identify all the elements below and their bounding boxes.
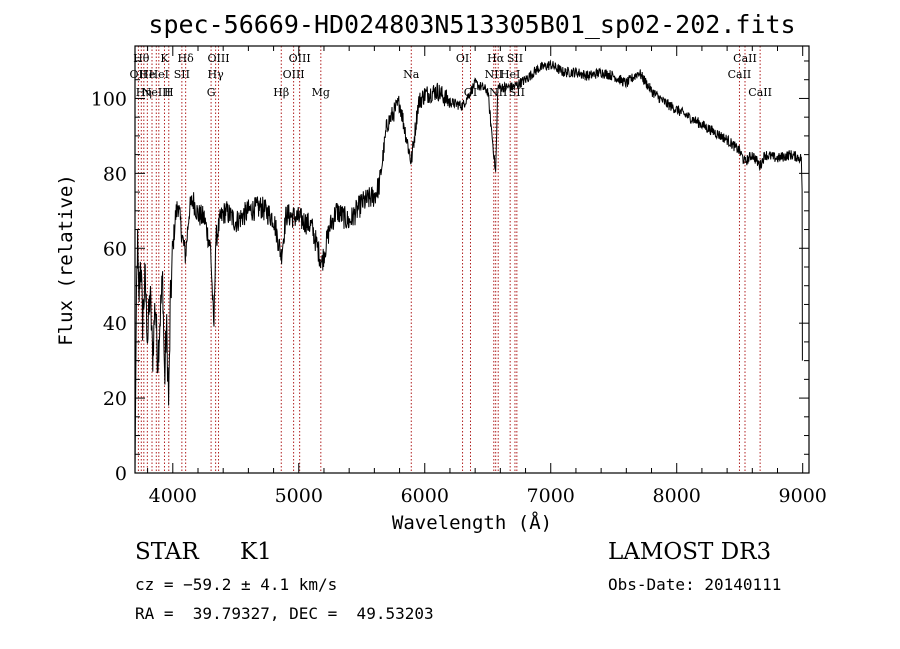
plot-frame: [134, 45, 810, 474]
line-label: CaII: [728, 68, 752, 81]
line-label: CaII: [733, 52, 757, 65]
line-label: Hη: [136, 86, 152, 99]
line-label: Na: [403, 68, 420, 81]
x-tick-label: 4000: [149, 485, 197, 507]
line-label: Hδ: [178, 52, 195, 65]
line-label: HeI: [149, 68, 169, 81]
line-label: SII: [509, 86, 525, 99]
obs-date: Obs-Date: 20140111: [608, 575, 782, 594]
x-tick-label: 6000: [401, 485, 449, 507]
y-tick-label: 80: [103, 163, 127, 185]
y-tick-label: 0: [115, 463, 127, 485]
line-label: NII: [485, 68, 503, 81]
survey-label: LAMOST DR3: [608, 539, 772, 565]
line-label: CaII: [748, 86, 772, 99]
line-label: Hα: [487, 52, 505, 65]
y-tick-label: 100: [91, 88, 127, 110]
line-label: Hγ: [208, 68, 225, 81]
line-label: Hθ: [133, 52, 150, 65]
spectrum-line: [134, 59, 803, 474]
line-label: K: [160, 52, 169, 65]
chart-title: spec-56669-HD024803N513305B01_sp02-202.f…: [148, 10, 795, 39]
x-tick-label: 8000: [653, 485, 701, 507]
line-label: HeI: [500, 68, 520, 81]
line-label: OI: [456, 52, 469, 65]
y-tick-label: 40: [103, 313, 127, 335]
line-label: SII: [174, 68, 190, 81]
y-tick-label: 20: [103, 388, 127, 410]
x-tick-label: 9000: [779, 485, 827, 507]
y-tick-label: 60: [103, 238, 127, 260]
line-label: He: [139, 68, 155, 81]
line-label: OIII: [207, 52, 229, 65]
line-label: NeIII: [142, 86, 171, 99]
line-label: SII: [507, 52, 523, 65]
coordinates: RA = 39.79327, DEC = 49.53203: [135, 604, 434, 623]
line-label: Mg: [312, 86, 330, 99]
subclass-label: K1: [240, 539, 272, 565]
y-axis-label: Flux (relative): [55, 174, 77, 346]
line-label: NII: [489, 86, 507, 99]
line-label: OII: [130, 68, 148, 81]
x-tick-label: 7000: [527, 485, 575, 507]
line-label: OIII: [283, 68, 305, 81]
line-label: OI: [464, 86, 477, 99]
line-label: G: [207, 86, 216, 99]
line-label: Hβ: [273, 86, 289, 99]
class-label: STAR: [135, 539, 199, 565]
line-label: OIII: [289, 52, 311, 65]
x-axis-label: Wavelength (Å): [392, 511, 552, 534]
cz-value: cz = −59.2 ± 4.1 km/s: [135, 575, 338, 594]
x-tick-label: 5000: [275, 485, 323, 507]
line-label: H: [164, 86, 174, 99]
